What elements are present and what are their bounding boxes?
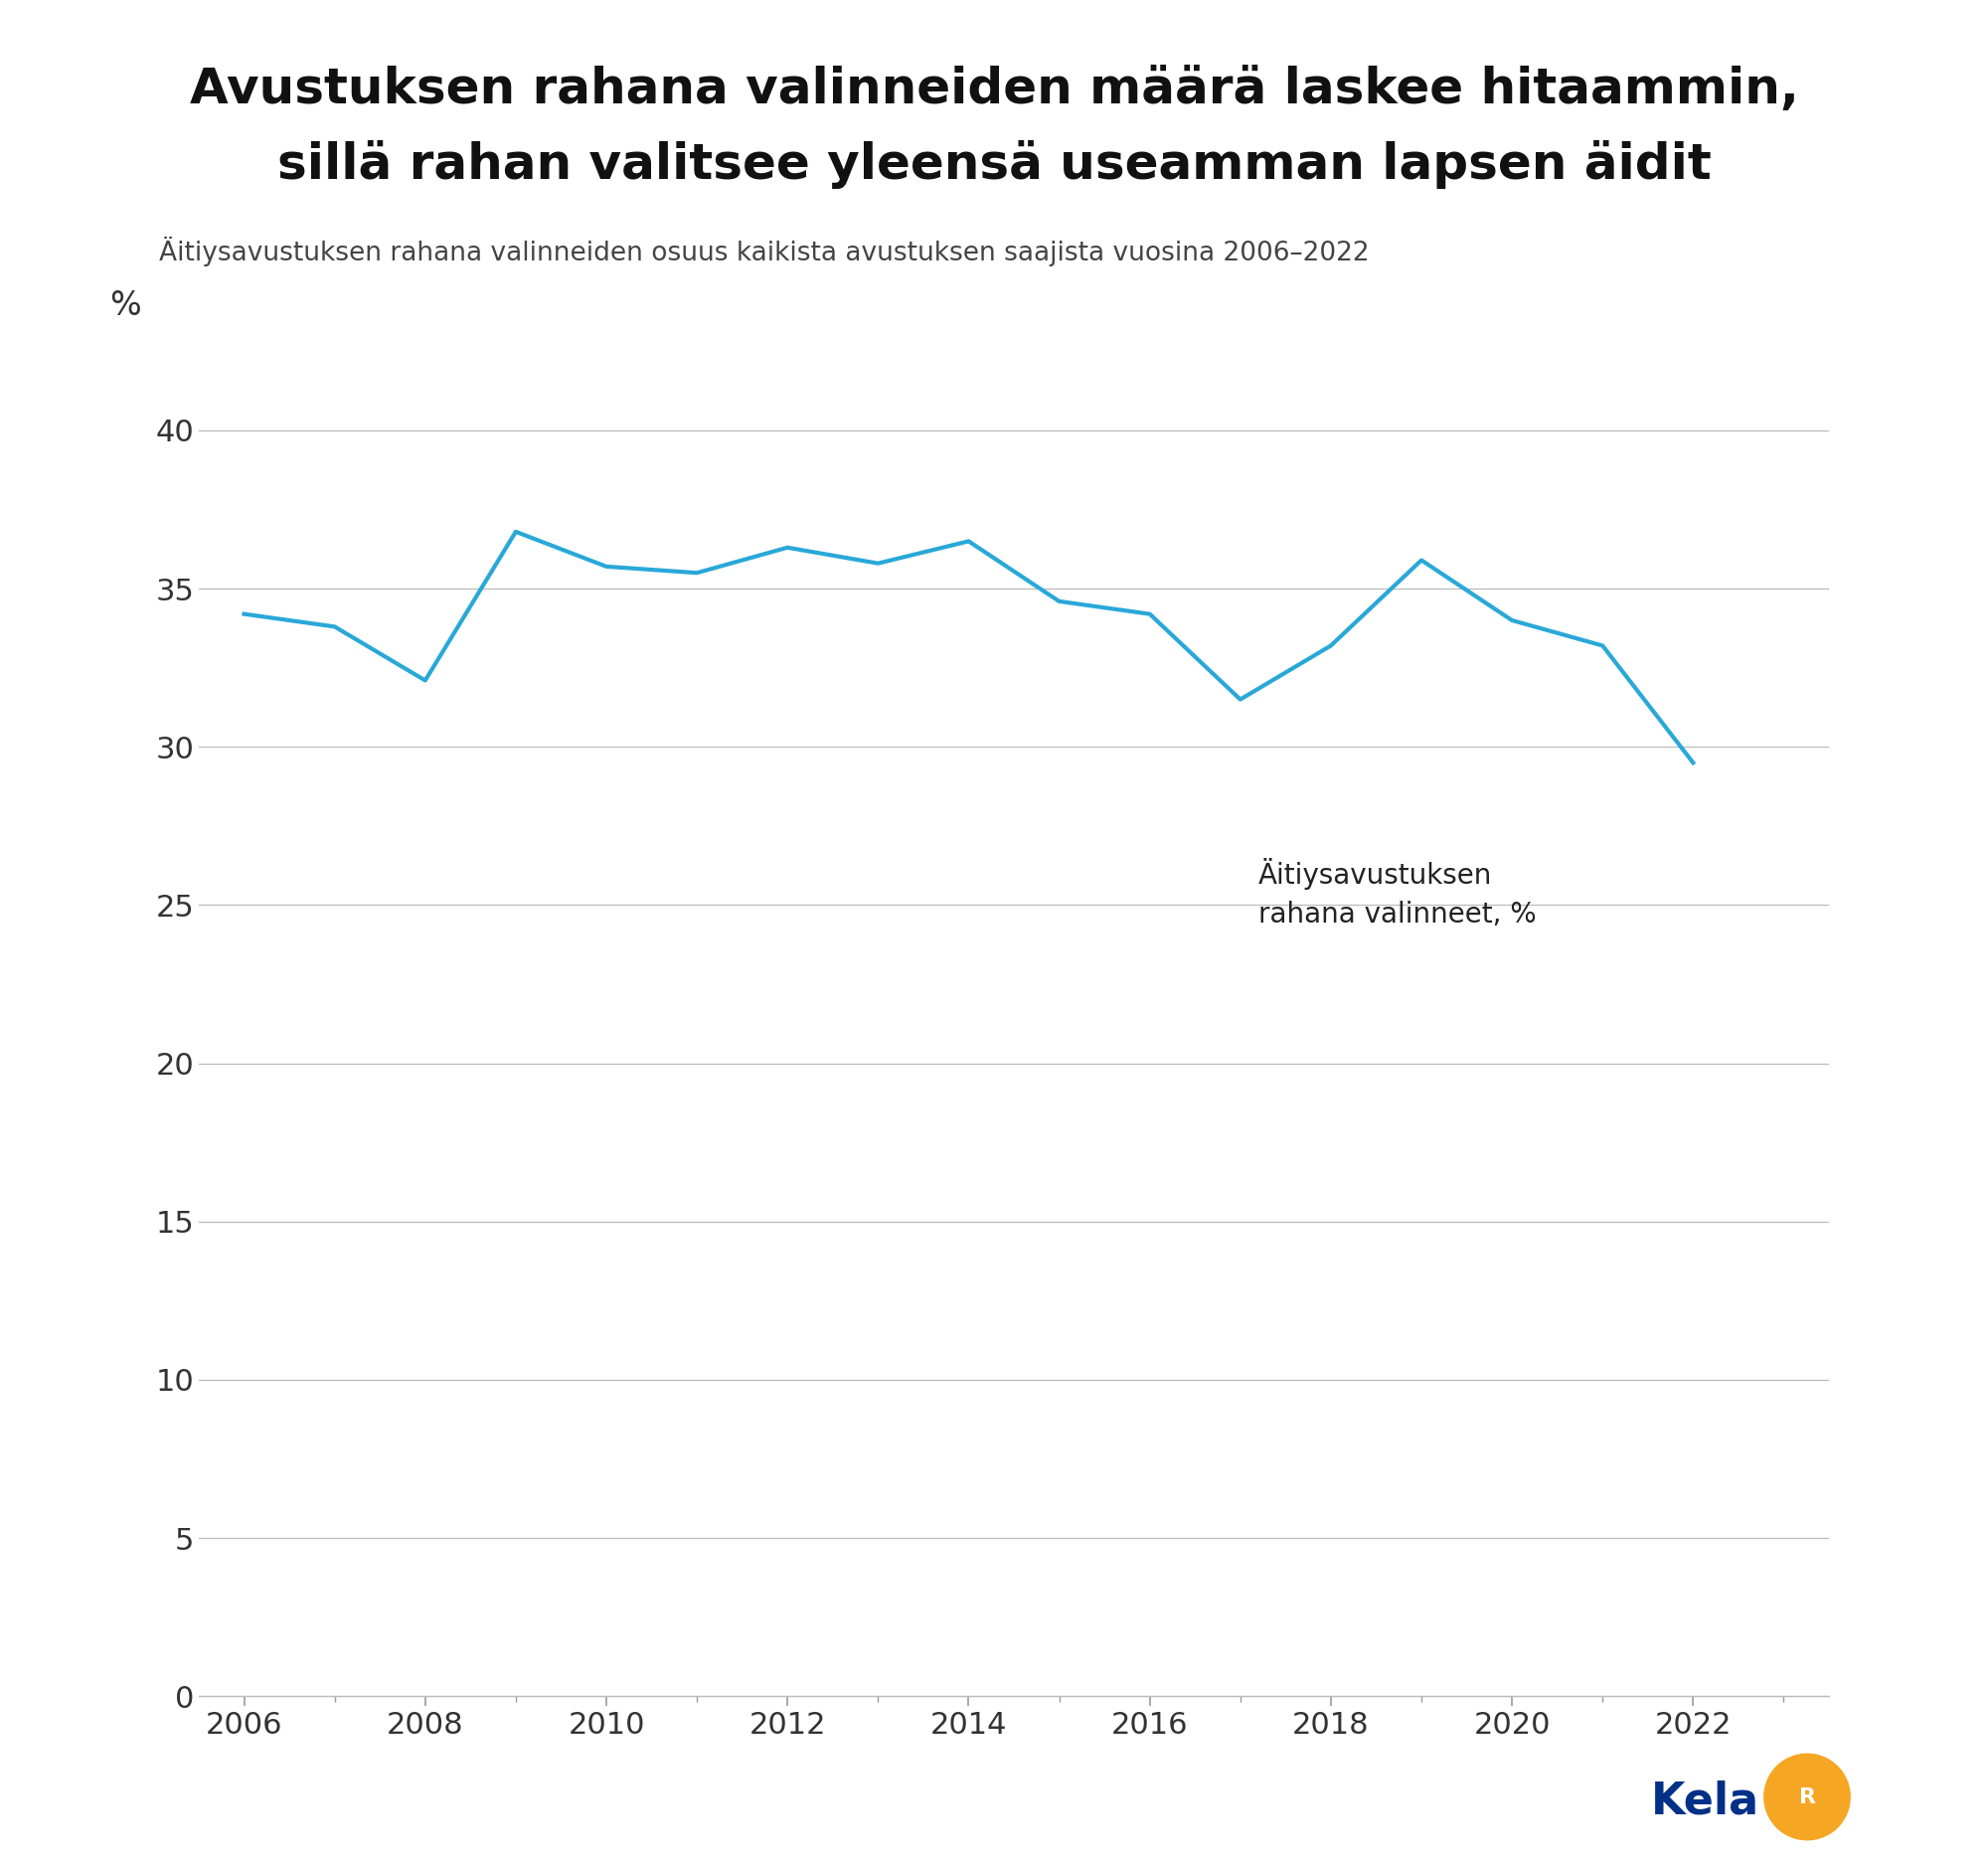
Text: Avustuksen rahana valinneiden määrä laskee hitaammin,: Avustuksen rahana valinneiden määrä lask… [189,65,1799,114]
Text: %: % [109,289,141,322]
Text: R: R [1799,1788,1815,1806]
Text: Äitiysavustuksen
rahana valinneet, %: Äitiysavustuksen rahana valinneet, % [1258,857,1537,928]
Text: Äitiysavustuksen rahana valinneiden osuus kaikista avustuksen saajista vuosina 2: Äitiysavustuksen rahana valinneiden osuu… [159,237,1370,267]
Circle shape [1763,1754,1851,1840]
Text: sillä rahan valitsee yleensä useamman lapsen äidit: sillä rahan valitsee yleensä useamman la… [276,140,1712,188]
Text: Kela: Kela [1650,1780,1759,1823]
